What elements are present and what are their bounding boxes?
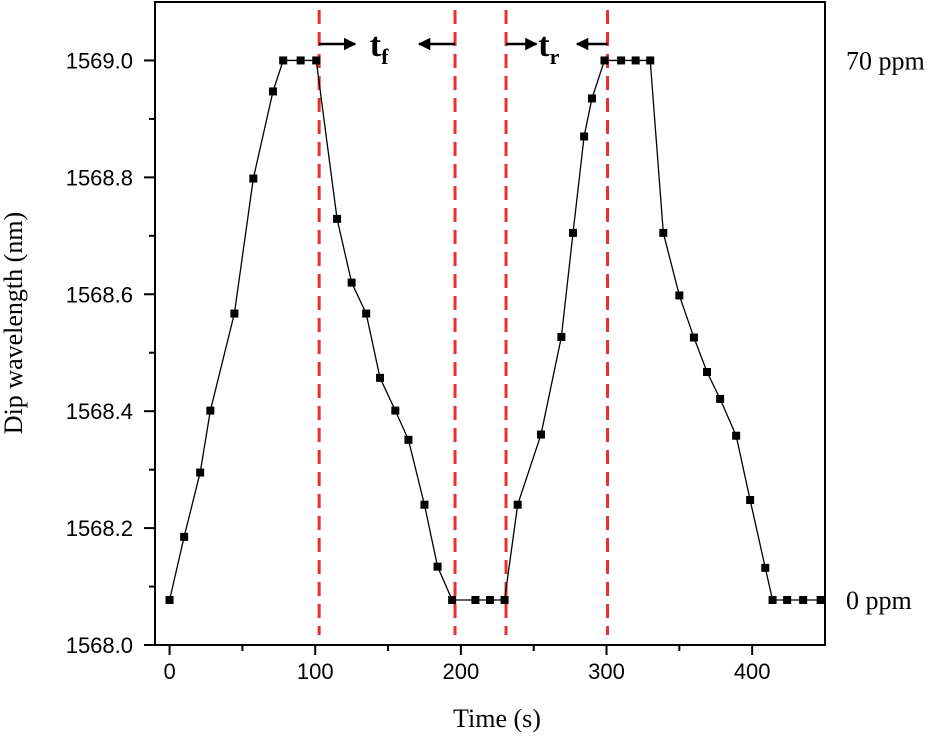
y-tick-label: 1569.0 <box>66 48 133 73</box>
level-label: 0 ppm <box>846 586 912 615</box>
data-point <box>230 309 239 318</box>
data-point <box>471 595 480 604</box>
data-point <box>746 496 755 505</box>
data-point <box>362 309 371 318</box>
y-tick-label: 1568.0 <box>66 633 133 658</box>
data-point <box>420 500 429 509</box>
data-point <box>448 595 457 604</box>
data-point <box>768 595 777 604</box>
data-point <box>376 373 385 382</box>
data-point <box>279 56 288 65</box>
annotation: tf <box>370 27 389 69</box>
plot-frame <box>154 1 826 646</box>
data-point <box>631 56 640 65</box>
data-point <box>716 394 725 403</box>
data-point <box>659 228 668 237</box>
data-point <box>347 278 356 287</box>
data-point <box>268 87 277 96</box>
data-point <box>206 406 215 415</box>
data-point <box>587 94 596 103</box>
annotation-text: t <box>370 27 382 64</box>
data-point <box>249 174 258 183</box>
annotation: tr <box>538 27 559 69</box>
data-point <box>513 500 522 509</box>
series-line <box>168 59 821 601</box>
data-point <box>600 56 609 65</box>
data-point <box>500 595 509 604</box>
data-point <box>689 333 698 342</box>
data-point <box>536 430 545 439</box>
y-axis-title: Dip wavelength (nm) <box>0 212 28 434</box>
x-tick-label: 200 <box>443 659 480 684</box>
data-point <box>557 332 566 341</box>
data-point <box>180 532 189 541</box>
y-tick-label: 1568.2 <box>66 516 133 541</box>
data-point <box>296 56 305 65</box>
data-point <box>391 406 400 415</box>
data-point <box>732 431 741 440</box>
y-tick-label: 1568.4 <box>66 399 133 424</box>
x-axis-title: Time (s) <box>453 704 541 733</box>
data-point <box>486 595 494 604</box>
data-point <box>761 563 770 572</box>
data-point <box>617 56 626 65</box>
y-tick-label: 1568.6 <box>66 282 133 307</box>
annotation-sub: r <box>550 44 560 69</box>
y-tick-label: 1568.8 <box>66 165 133 190</box>
data-point <box>675 291 684 300</box>
data-point <box>816 595 825 604</box>
x-tick-label: 0 <box>163 659 175 684</box>
data-point <box>333 214 342 223</box>
data-point <box>165 595 174 604</box>
data-point <box>404 435 413 444</box>
data-point <box>569 228 578 237</box>
data-point <box>433 562 442 571</box>
annotation-text: t <box>538 27 550 64</box>
x-tick-label: 300 <box>588 659 625 684</box>
data-point <box>196 468 205 477</box>
annotation-sub: f <box>381 44 389 69</box>
x-tick-label: 400 <box>734 659 771 684</box>
data-point <box>783 595 792 604</box>
data-point <box>312 56 321 65</box>
data-point <box>646 56 655 65</box>
data-point <box>703 368 712 377</box>
data-point <box>799 595 808 604</box>
data-point <box>580 132 589 141</box>
x-tick-label: 100 <box>297 659 334 684</box>
level-label: 70 ppm <box>846 46 925 75</box>
